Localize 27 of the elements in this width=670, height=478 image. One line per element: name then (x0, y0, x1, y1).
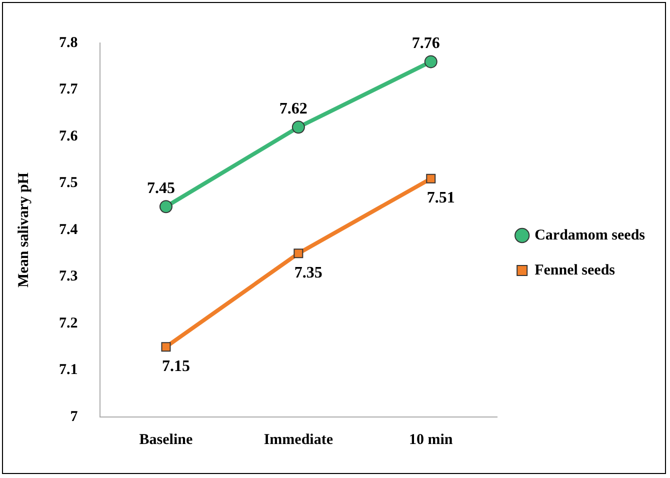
x-tick-label: Immediate (264, 432, 334, 448)
point (161, 342, 171, 352)
point (159, 200, 172, 214)
data-label: 7.45 (146, 180, 175, 197)
data-label: 7.62 (279, 100, 308, 118)
y-tick-label: 7.5 (59, 175, 78, 192)
y-tick-label: 7.8 (59, 34, 78, 51)
point (294, 248, 304, 258)
y-tick-label: 7.4 (59, 222, 78, 238)
point (426, 174, 436, 184)
y-tick-label: 7.3 (59, 268, 78, 285)
y-tick-label: 7.2 (59, 315, 78, 332)
x-tick-label: 10 min (408, 432, 454, 448)
data-label: 7.76 (412, 34, 440, 52)
data-label: 7.51 (426, 190, 455, 207)
legend-label: Fennel seeds (534, 262, 616, 278)
y-axis-title: Mean salivary pH (16, 172, 32, 288)
point (424, 55, 438, 68)
x-tick-label: Baseline (139, 432, 193, 448)
data-label: 7.15 (162, 358, 190, 376)
y-tick-label: 7.1 (59, 362, 78, 378)
y-tick-label: 7.7 (59, 82, 78, 98)
data-label: 7.35 (294, 264, 322, 282)
point (292, 120, 305, 134)
y-tick-label: 7.6 (59, 128, 78, 144)
y-tick-label: 7 (70, 408, 78, 425)
legend-label: Cardamom seeds (534, 227, 646, 244)
